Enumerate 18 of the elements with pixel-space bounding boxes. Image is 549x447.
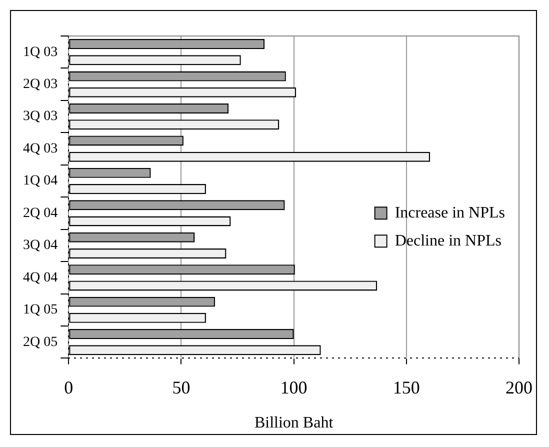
y-tick-label: 2Q 03 (22, 77, 58, 92)
y-tick-label: 1Q 05 (22, 302, 58, 318)
y-tick-label: 2Q 05 (22, 334, 58, 350)
y-tick-label: 3Q 03 (22, 109, 58, 124)
legend-label: Increase in NPLs (394, 204, 505, 222)
y-tick-label: 1Q 04 (22, 174, 58, 189)
y-tick-label: 4Q 04 (22, 270, 58, 286)
x-axis-title: Billion Baht (254, 414, 334, 432)
y-tick-label: 1Q 03 (22, 44, 58, 60)
y-tick-label: 2Q 04 (22, 206, 58, 221)
y-tick-label: 3Q 04 (22, 238, 58, 254)
x-tick-label: 200 (506, 378, 532, 398)
x-tick-label: 50 (172, 378, 190, 398)
legend-label: Decline in NPLs (394, 232, 502, 250)
x-tick-label: 0 (64, 378, 74, 398)
x-tick-label: 150 (392, 378, 420, 398)
x-tick-label: 100 (280, 378, 308, 398)
y-tick-label: 4Q 03 (22, 141, 58, 156)
